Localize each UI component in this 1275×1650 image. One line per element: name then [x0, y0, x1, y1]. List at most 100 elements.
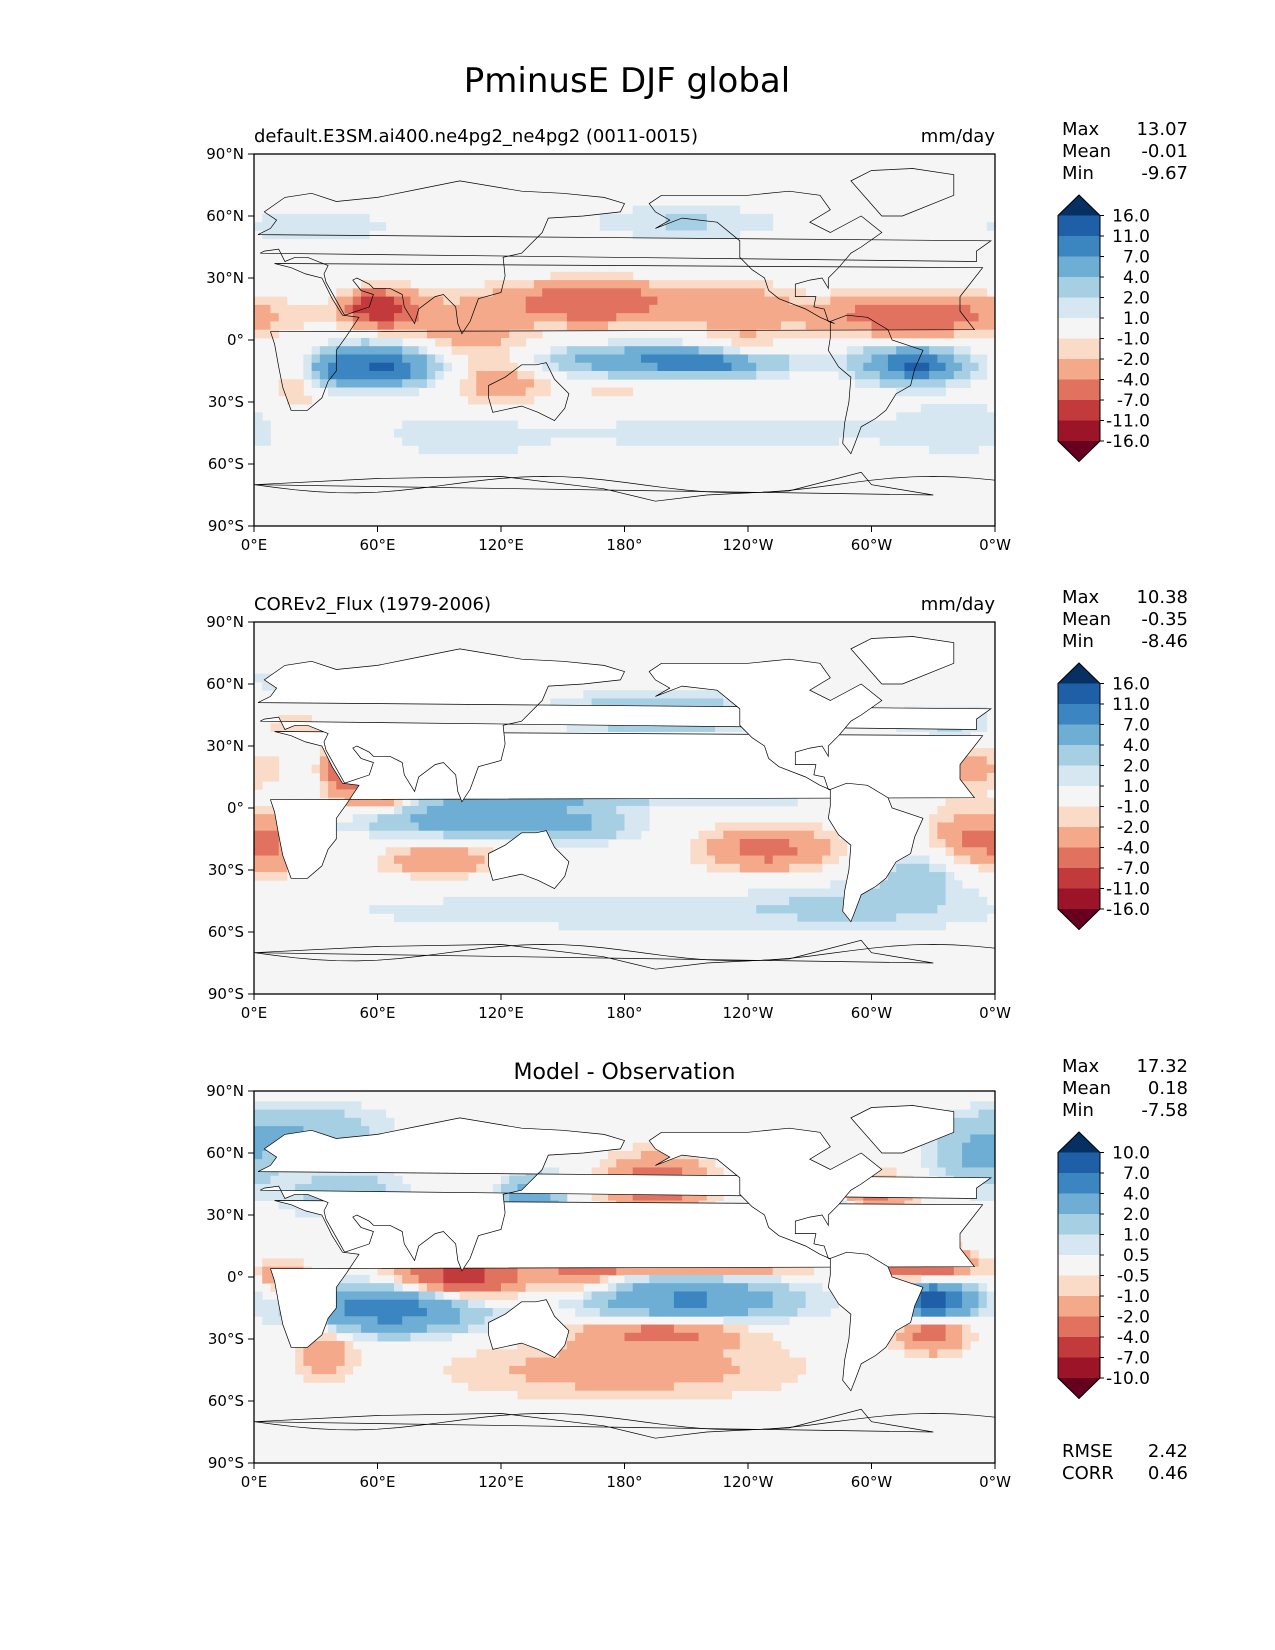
- panel-3-x-tick-label: 120°E: [478, 1473, 524, 1491]
- panel-2-colorbar-swatch: [1058, 683, 1100, 705]
- panel-3-cell: [608, 1192, 634, 1201]
- panel-1-cell: [426, 379, 436, 388]
- panel-3-cell: [262, 1316, 288, 1325]
- panel-1-cell: [896, 387, 946, 397]
- panel-2-title: COREv2_Flux (1979-2006): [254, 594, 491, 615]
- panel-2-cell: [879, 880, 946, 889]
- panel-1-cell: [410, 362, 428, 372]
- panel-3-cell: [962, 1159, 996, 1168]
- panel-3-cell: [706, 1167, 724, 1177]
- panels: 0°E 60°E 120°E 180° 120°W 60°W 0°W 90°N 60°N 30°N…: [206, 119, 1188, 1491]
- panel-3-cell: [649, 1308, 749, 1317]
- panel-2-x-tick-label: 60°W: [851, 1004, 893, 1022]
- panel-2-cell: [715, 723, 757, 732]
- panel-1-cell: [608, 337, 683, 347]
- panel-1-y-tick-label: 0°: [227, 331, 244, 349]
- panel-2-cell: [945, 797, 996, 807]
- panel-1-cell: [616, 313, 848, 322]
- panel-2-cell: [764, 855, 774, 865]
- panel-3-cell: [616, 1291, 675, 1301]
- panel-3-cell: [978, 1258, 996, 1268]
- panel-3-x-tick-label: 120°W: [723, 1473, 774, 1491]
- panel-1-cell: [443, 296, 461, 306]
- panel-1-cell: [953, 346, 971, 355]
- panel-3-cell: [501, 1175, 510, 1185]
- panel-3-cell: [410, 1332, 452, 1342]
- panel-2-cell: [393, 805, 403, 815]
- panel-3-stat-mean-label: Mean: [1062, 1078, 1111, 1099]
- panel-3-cell: [558, 1266, 617, 1276]
- panel-3-cell: [344, 1357, 362, 1367]
- panel-1-cell: [501, 337, 527, 347]
- panel-3-cell: [311, 1175, 378, 1185]
- panel-1-cell: [706, 321, 782, 331]
- panel-3-cell: [731, 1357, 807, 1367]
- panel-3-colorbar-swatch: [1058, 1357, 1100, 1379]
- panel-1-cell: [328, 387, 420, 397]
- panel-2-land-5: [827, 782, 924, 923]
- panel-2-antarctic-coast: [253, 944, 996, 962]
- panel-1-cell: [937, 354, 955, 364]
- panel-2-colorbar-label: -4.0: [1117, 839, 1150, 859]
- panel-2-cell: [369, 822, 420, 832]
- panel-1-cell: [887, 362, 905, 372]
- panel-1-colorbar-swatch: [1058, 400, 1100, 421]
- panel-3-cell: [673, 1382, 782, 1392]
- panel-3-metric-rmse-value: 2.42: [1148, 1441, 1188, 1462]
- panel-2-cell: [945, 872, 955, 881]
- panel-1-cell: [879, 379, 946, 388]
- panel-2-cell: [336, 822, 370, 832]
- panel-2-cell: [319, 764, 329, 774]
- panel-2-cell: [278, 715, 313, 724]
- panel-1-cell: [920, 404, 988, 413]
- panel-1-cell: [962, 362, 979, 372]
- panel-2-y-tick-label: 30°S: [208, 861, 244, 879]
- panel-1-cell: [319, 354, 337, 364]
- panel-1-cell: [336, 296, 354, 306]
- panel-3-colorbar-label: 2.0: [1123, 1205, 1150, 1225]
- panel-3-cell: [682, 1192, 708, 1201]
- panel-2-colorbar-swatch: [1058, 724, 1100, 746]
- panel-1-cell: [756, 329, 872, 339]
- panel-2-cell: [937, 822, 996, 832]
- panel-1-cell: [846, 346, 864, 355]
- panel-1-colorbar-swatch: [1058, 318, 1100, 339]
- panel-1-cell: [789, 296, 831, 306]
- panel-1-x-tick-label: 120°E: [478, 536, 524, 554]
- panel-1-cell: [418, 304, 527, 314]
- panel-2-units: mm/day: [921, 594, 996, 615]
- panel-3-cell: [599, 1308, 650, 1317]
- panel-1-cell: [270, 321, 304, 331]
- panel-2-cell: [945, 896, 988, 906]
- panel-3-cell: [575, 1332, 625, 1342]
- panel-1-cell: [311, 371, 321, 380]
- panel-2-cell: [402, 863, 477, 873]
- panel-3-y-tick-label: 30°S: [208, 1330, 244, 1348]
- panel-3-cell: [254, 1126, 304, 1135]
- panel-3-cell: [723, 1316, 790, 1325]
- panel-2-cell: [270, 723, 337, 732]
- panel-1-cell: [369, 337, 403, 347]
- panel-3-cell: [616, 1159, 699, 1168]
- panel-2-y-tick-label: 60°S: [208, 923, 244, 941]
- panel-3-cell: [435, 1291, 444, 1301]
- panel-1-cell: [756, 362, 790, 372]
- panel-1-cell: [789, 362, 848, 372]
- panel-3-colorbar-swatch: [1058, 1296, 1100, 1317]
- panel-3-cell: [723, 1349, 790, 1358]
- panel-3-metric-corr-value: 0.46: [1148, 1463, 1188, 1484]
- panel-3-cell: [640, 1324, 675, 1334]
- panel-1-cell: [649, 304, 856, 314]
- panel-3-cell: [789, 1283, 823, 1292]
- panel-3-y-axis: 90°N 60°N 30°N 0° 30°S 60°S 90°S: [206, 1082, 254, 1472]
- panel-1-cell: [468, 395, 535, 405]
- panel-3-cell: [319, 1291, 420, 1301]
- panel-1-cell: [953, 329, 996, 339]
- panel-2-cell: [690, 855, 716, 865]
- panel-1-cell: [402, 346, 420, 355]
- panel-3-cell: [945, 1308, 971, 1317]
- panel-3-cell: [575, 1308, 601, 1317]
- panel-2-cell: [608, 723, 716, 732]
- panel-3-cell: [739, 1332, 774, 1342]
- panel-3-cell: [723, 1274, 782, 1284]
